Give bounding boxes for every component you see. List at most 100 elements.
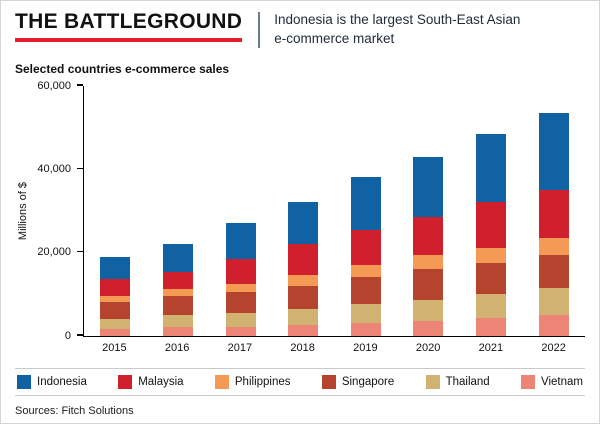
segment-indonesia-2019 xyxy=(350,177,381,230)
legend-swatch-singapore xyxy=(321,374,336,389)
bar-column-2018 xyxy=(272,86,335,336)
legend-label-vietnam: Vietnam xyxy=(541,375,583,388)
legend-item-vietnam: Vietnam xyxy=(521,374,583,389)
legend-swatch-philippines xyxy=(214,374,229,389)
legend-swatch-thailand xyxy=(425,374,440,389)
segment-vietnam-2018 xyxy=(288,325,319,336)
segment-vietnam-2017 xyxy=(225,326,256,336)
segment-vietnam-2015 xyxy=(100,329,131,336)
legend-item-indonesia: Indonesia xyxy=(17,374,87,389)
legend-swatch-vietnam xyxy=(521,374,536,389)
plot-area xyxy=(83,85,585,337)
segment-malaysia-2018 xyxy=(288,244,319,276)
segment-thailand-2017 xyxy=(225,312,256,327)
stacked-bar-chart: Millions of $ 0 20,000 40,000 60,000 2015 20… xyxy=(15,80,585,354)
segment-malaysia-2020 xyxy=(413,217,444,255)
segment-indonesia-2021 xyxy=(476,133,507,203)
stacked-bar-2015 xyxy=(100,256,131,336)
segment-indonesia-2017 xyxy=(225,223,256,259)
segment-indonesia-2015 xyxy=(100,256,131,280)
plot-area-wrap: 0 20,000 40,000 60,000 2015 2016 2017 2018 2019… xyxy=(31,80,585,354)
segment-philippines-2020 xyxy=(413,254,444,270)
x-axis-labels: 2015 2016 2017 2018 2019 2020 2021 2022 xyxy=(83,342,585,354)
segment-philippines-2017 xyxy=(225,283,256,292)
segment-malaysia-2021 xyxy=(476,202,507,249)
bar-column-2019 xyxy=(335,86,398,336)
segment-malaysia-2022 xyxy=(538,190,569,238)
segment-singapore-2015 xyxy=(100,302,131,320)
y-tick-mark xyxy=(77,167,83,170)
segment-thailand-2020 xyxy=(413,300,444,322)
header-divider xyxy=(258,12,261,48)
segment-singapore-2020 xyxy=(413,269,444,301)
legend-swatch-malaysia xyxy=(118,374,133,389)
title-underline-accent xyxy=(15,38,243,43)
chart-title: Selected countries e-commerce sales xyxy=(15,61,230,76)
segment-vietnam-2016 xyxy=(162,327,193,336)
segment-thailand-2015 xyxy=(100,319,131,330)
stacked-bar-2016 xyxy=(162,244,193,336)
source-note: Sources: Fitch Solutions xyxy=(15,404,134,417)
legend-label-singapore: Singapore xyxy=(341,375,395,388)
segment-malaysia-2017 xyxy=(225,258,256,284)
segment-thailand-2018 xyxy=(288,308,319,326)
stacked-bar-2020 xyxy=(413,156,444,336)
x-tick-label-2018: 2018 xyxy=(290,341,315,354)
segment-vietnam-2019 xyxy=(350,323,381,336)
segment-indonesia-2022 xyxy=(538,112,569,191)
legend-item-philippines: Philippines xyxy=(214,374,291,389)
stacked-bar-2018 xyxy=(288,202,319,336)
legend-item-thailand: Thailand xyxy=(425,374,490,389)
segment-singapore-2021 xyxy=(476,262,507,295)
y-tick-mark xyxy=(77,84,83,86)
segment-philippines-2021 xyxy=(476,248,507,263)
legend-label-philippines: Philippines xyxy=(234,375,291,388)
stacked-bar-2019 xyxy=(350,177,381,336)
x-tick-label-2022: 2022 xyxy=(541,341,566,354)
legend-item-singapore: Singapore xyxy=(321,374,395,389)
segment-indonesia-2020 xyxy=(413,156,444,217)
segment-singapore-2019 xyxy=(350,277,381,305)
legend-label-indonesia: Indonesia xyxy=(37,375,87,388)
segment-philippines-2016 xyxy=(162,288,193,297)
segment-thailand-2019 xyxy=(350,304,381,324)
stacked-bar-2022 xyxy=(538,112,569,336)
segment-malaysia-2015 xyxy=(100,279,131,297)
segment-singapore-2017 xyxy=(225,292,256,313)
segment-malaysia-2019 xyxy=(350,229,381,265)
segment-indonesia-2018 xyxy=(288,202,319,245)
page-title: THE BATTLEGROUND xyxy=(15,10,243,33)
bar-column-2020 xyxy=(397,86,460,336)
y-tick-label: 20,000 xyxy=(37,246,71,259)
x-tick-label-2015: 2015 xyxy=(102,341,127,354)
x-tick-label-2017: 2017 xyxy=(227,341,253,354)
segment-thailand-2022 xyxy=(538,287,569,315)
stacked-bar-2017 xyxy=(225,223,256,336)
header: THE BATTLEGROUND Indonesia is the larges… xyxy=(15,10,585,49)
y-tick-mark xyxy=(77,250,83,253)
y-tick-label: 0 xyxy=(64,329,71,342)
segment-philippines-2019 xyxy=(350,264,381,278)
segment-vietnam-2020 xyxy=(413,321,444,336)
segment-philippines-2015 xyxy=(100,296,131,303)
subtitle-line-1: Indonesia is the largest South-East Asia… xyxy=(274,12,521,27)
title-block: THE BATTLEGROUND xyxy=(15,10,243,43)
legend: Indonesia Malaysia Philippines Singapore Tha… xyxy=(15,367,585,396)
segment-thailand-2021 xyxy=(476,294,507,319)
bar-column-2021 xyxy=(460,86,523,336)
bar-column-2017 xyxy=(209,86,272,336)
y-axis-ticks: 0 20,000 40,000 60,000 xyxy=(31,80,83,342)
segment-singapore-2016 xyxy=(162,296,193,315)
stacked-bar-2021 xyxy=(476,133,507,336)
legend-label-thailand: Thailand xyxy=(445,375,490,388)
y-axis-label: Millions of $ xyxy=(17,181,29,240)
bar-column-2016 xyxy=(147,86,210,336)
segment-indonesia-2016 xyxy=(162,244,193,272)
segment-thailand-2016 xyxy=(162,314,193,328)
y-axis-label-wrap: Millions of $ xyxy=(15,86,31,336)
segment-philippines-2018 xyxy=(288,275,319,286)
segment-vietnam-2022 xyxy=(538,314,569,336)
segment-vietnam-2021 xyxy=(476,318,507,336)
x-tick-label-2020: 2020 xyxy=(415,341,441,354)
